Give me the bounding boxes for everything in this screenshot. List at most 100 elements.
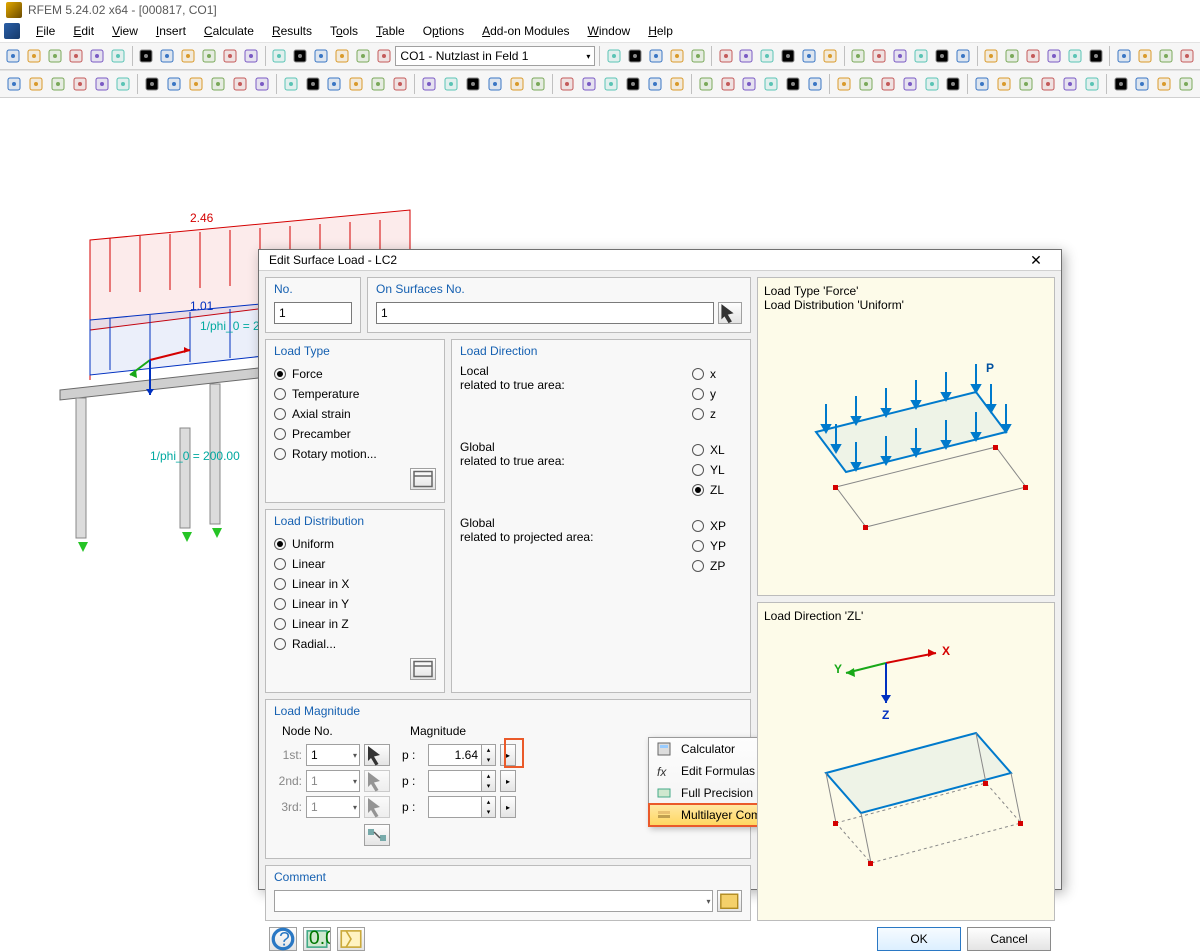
- load-dist-radio-2[interactable]: Linear in X: [274, 574, 436, 594]
- menu-file[interactable]: File: [28, 22, 63, 40]
- ok-button[interactable]: OK: [877, 927, 961, 951]
- toolbar-button[interactable]: [779, 45, 798, 67]
- load-type-radio-4[interactable]: Rotary motion...: [274, 444, 436, 464]
- mag-extra-button[interactable]: [364, 824, 390, 846]
- toolbar-button[interactable]: [716, 45, 735, 67]
- toolbar-button[interactable]: [696, 73, 716, 95]
- load-type-more-button[interactable]: [410, 468, 436, 490]
- toolbar-button[interactable]: [368, 73, 388, 95]
- load-dist-radio-3[interactable]: Linear in Y: [274, 594, 436, 614]
- menu-options[interactable]: Options: [415, 22, 472, 40]
- toolbar-button[interactable]: [221, 45, 240, 67]
- toolbar-button[interactable]: [332, 45, 351, 67]
- toolbar-button[interactable]: [4, 45, 23, 67]
- dir-global-proj-radio-YP[interactable]: YP: [692, 536, 742, 556]
- toolbar-button[interactable]: [891, 45, 910, 67]
- toolbar-button[interactable]: [419, 73, 439, 95]
- comment-combo[interactable]: ▾: [274, 890, 713, 912]
- toolbar-button[interactable]: [67, 45, 86, 67]
- toolbar-button[interactable]: [688, 45, 707, 67]
- on-surfaces-input[interactable]: [376, 302, 714, 324]
- toolbar-button[interactable]: [1177, 45, 1196, 67]
- toolbar-button[interactable]: [667, 73, 687, 95]
- toolbar-button[interactable]: [834, 73, 854, 95]
- menu-insert[interactable]: Insert: [148, 22, 194, 40]
- toolbar-button[interactable]: [252, 73, 272, 95]
- toolbar-button[interactable]: [878, 73, 898, 95]
- toolbar-button[interactable]: [290, 45, 309, 67]
- dialog-titlebar[interactable]: Edit Surface Load - LC2 ✕: [259, 250, 1061, 271]
- toolbar-button[interactable]: [667, 45, 686, 67]
- comment-library-button[interactable]: [717, 890, 742, 912]
- units-button[interactable]: 0.00: [303, 927, 331, 951]
- toolbar-button[interactable]: [109, 45, 128, 67]
- toolbar-button[interactable]: [870, 45, 889, 67]
- toolbar-button[interactable]: [800, 45, 819, 67]
- load-dist-more-button[interactable]: [410, 658, 436, 680]
- toolbar-button[interactable]: [994, 73, 1014, 95]
- load-dist-radio-0[interactable]: Uniform: [274, 534, 436, 554]
- toolbar-button[interactable]: [737, 45, 756, 67]
- toolbar-button[interactable]: [623, 73, 643, 95]
- toolbar-button[interactable]: [70, 73, 90, 95]
- toolbar-button[interactable]: [46, 45, 65, 67]
- mag-menu-arrow-2[interactable]: ▸: [500, 796, 516, 818]
- load-type-radio-1[interactable]: Temperature: [274, 384, 436, 404]
- toolbar-button[interactable]: [507, 73, 527, 95]
- toolbar-button[interactable]: [579, 73, 599, 95]
- dir-global-true-radio-ZL[interactable]: ZL: [692, 480, 742, 500]
- toolbar-button[interactable]: [281, 73, 301, 95]
- toolbar-button[interactable]: [1065, 45, 1084, 67]
- toolbar-button[interactable]: [900, 73, 920, 95]
- toolbar-button[interactable]: [718, 73, 738, 95]
- toolbar-button[interactable]: [1016, 73, 1036, 95]
- toolbar-button[interactable]: [933, 45, 952, 67]
- toolbar-button[interactable]: [1156, 45, 1175, 67]
- toolbar-button[interactable]: [1176, 73, 1196, 95]
- toolbar-button[interactable]: [374, 45, 393, 67]
- load-type-radio-3[interactable]: Precamber: [274, 424, 436, 444]
- menu-calculate[interactable]: Calculate: [196, 22, 262, 40]
- toolbar-button[interactable]: [1060, 73, 1080, 95]
- toolbar-button[interactable]: [142, 73, 162, 95]
- menu-view[interactable]: View: [104, 22, 146, 40]
- dir-global-true-radio-XL[interactable]: XL: [692, 440, 742, 460]
- toolbar-button[interactable]: [604, 45, 623, 67]
- toolbar-button[interactable]: [48, 73, 68, 95]
- toolbar-button[interactable]: [922, 73, 942, 95]
- toolbar-button[interactable]: [200, 45, 219, 67]
- toolbar-button[interactable]: [25, 45, 44, 67]
- load-dist-radio-1[interactable]: Linear: [274, 554, 436, 574]
- toolbar-button[interactable]: [601, 73, 621, 95]
- mag-value-input-0[interactable]: [428, 744, 482, 766]
- load-dist-radio-5[interactable]: Radial...: [274, 634, 436, 654]
- toolbar-button[interactable]: [114, 73, 134, 95]
- toolbar-button[interactable]: [26, 73, 46, 95]
- toolbar-button[interactable]: [463, 73, 483, 95]
- toolbar-button[interactable]: [88, 45, 107, 67]
- menu-window[interactable]: Window: [580, 22, 639, 40]
- toolbar-button[interactable]: [944, 73, 964, 95]
- toolbar-button[interactable]: [1082, 73, 1102, 95]
- close-icon[interactable]: ✕: [1021, 250, 1051, 270]
- toolbar-button[interactable]: [1038, 73, 1058, 95]
- mag-menu-arrow-0[interactable]: ▸: [500, 744, 516, 766]
- toolbar-button[interactable]: [164, 73, 184, 95]
- toolbar-button[interactable]: [1023, 45, 1042, 67]
- toolbar-button[interactable]: [1114, 45, 1133, 67]
- toolbar-button[interactable]: [179, 45, 198, 67]
- toolbar-button[interactable]: [353, 45, 372, 67]
- toolbar-button[interactable]: [485, 73, 505, 95]
- toolbar-button[interactable]: [346, 73, 366, 95]
- toolbar-button[interactable]: [158, 45, 177, 67]
- toolbar-button[interactable]: [1086, 45, 1105, 67]
- menu-addon[interactable]: Add-on Modules: [474, 22, 577, 40]
- mag-node-combo-0[interactable]: 1▾: [306, 744, 360, 766]
- toolbar-button[interactable]: [441, 73, 461, 95]
- toolbar-button[interactable]: [1133, 73, 1153, 95]
- toolbar-button[interactable]: [912, 45, 931, 67]
- mag-node-pick-0[interactable]: [364, 744, 390, 766]
- toolbar-button[interactable]: [856, 73, 876, 95]
- toolbar-button[interactable]: [645, 73, 665, 95]
- toolbar-button[interactable]: [972, 73, 992, 95]
